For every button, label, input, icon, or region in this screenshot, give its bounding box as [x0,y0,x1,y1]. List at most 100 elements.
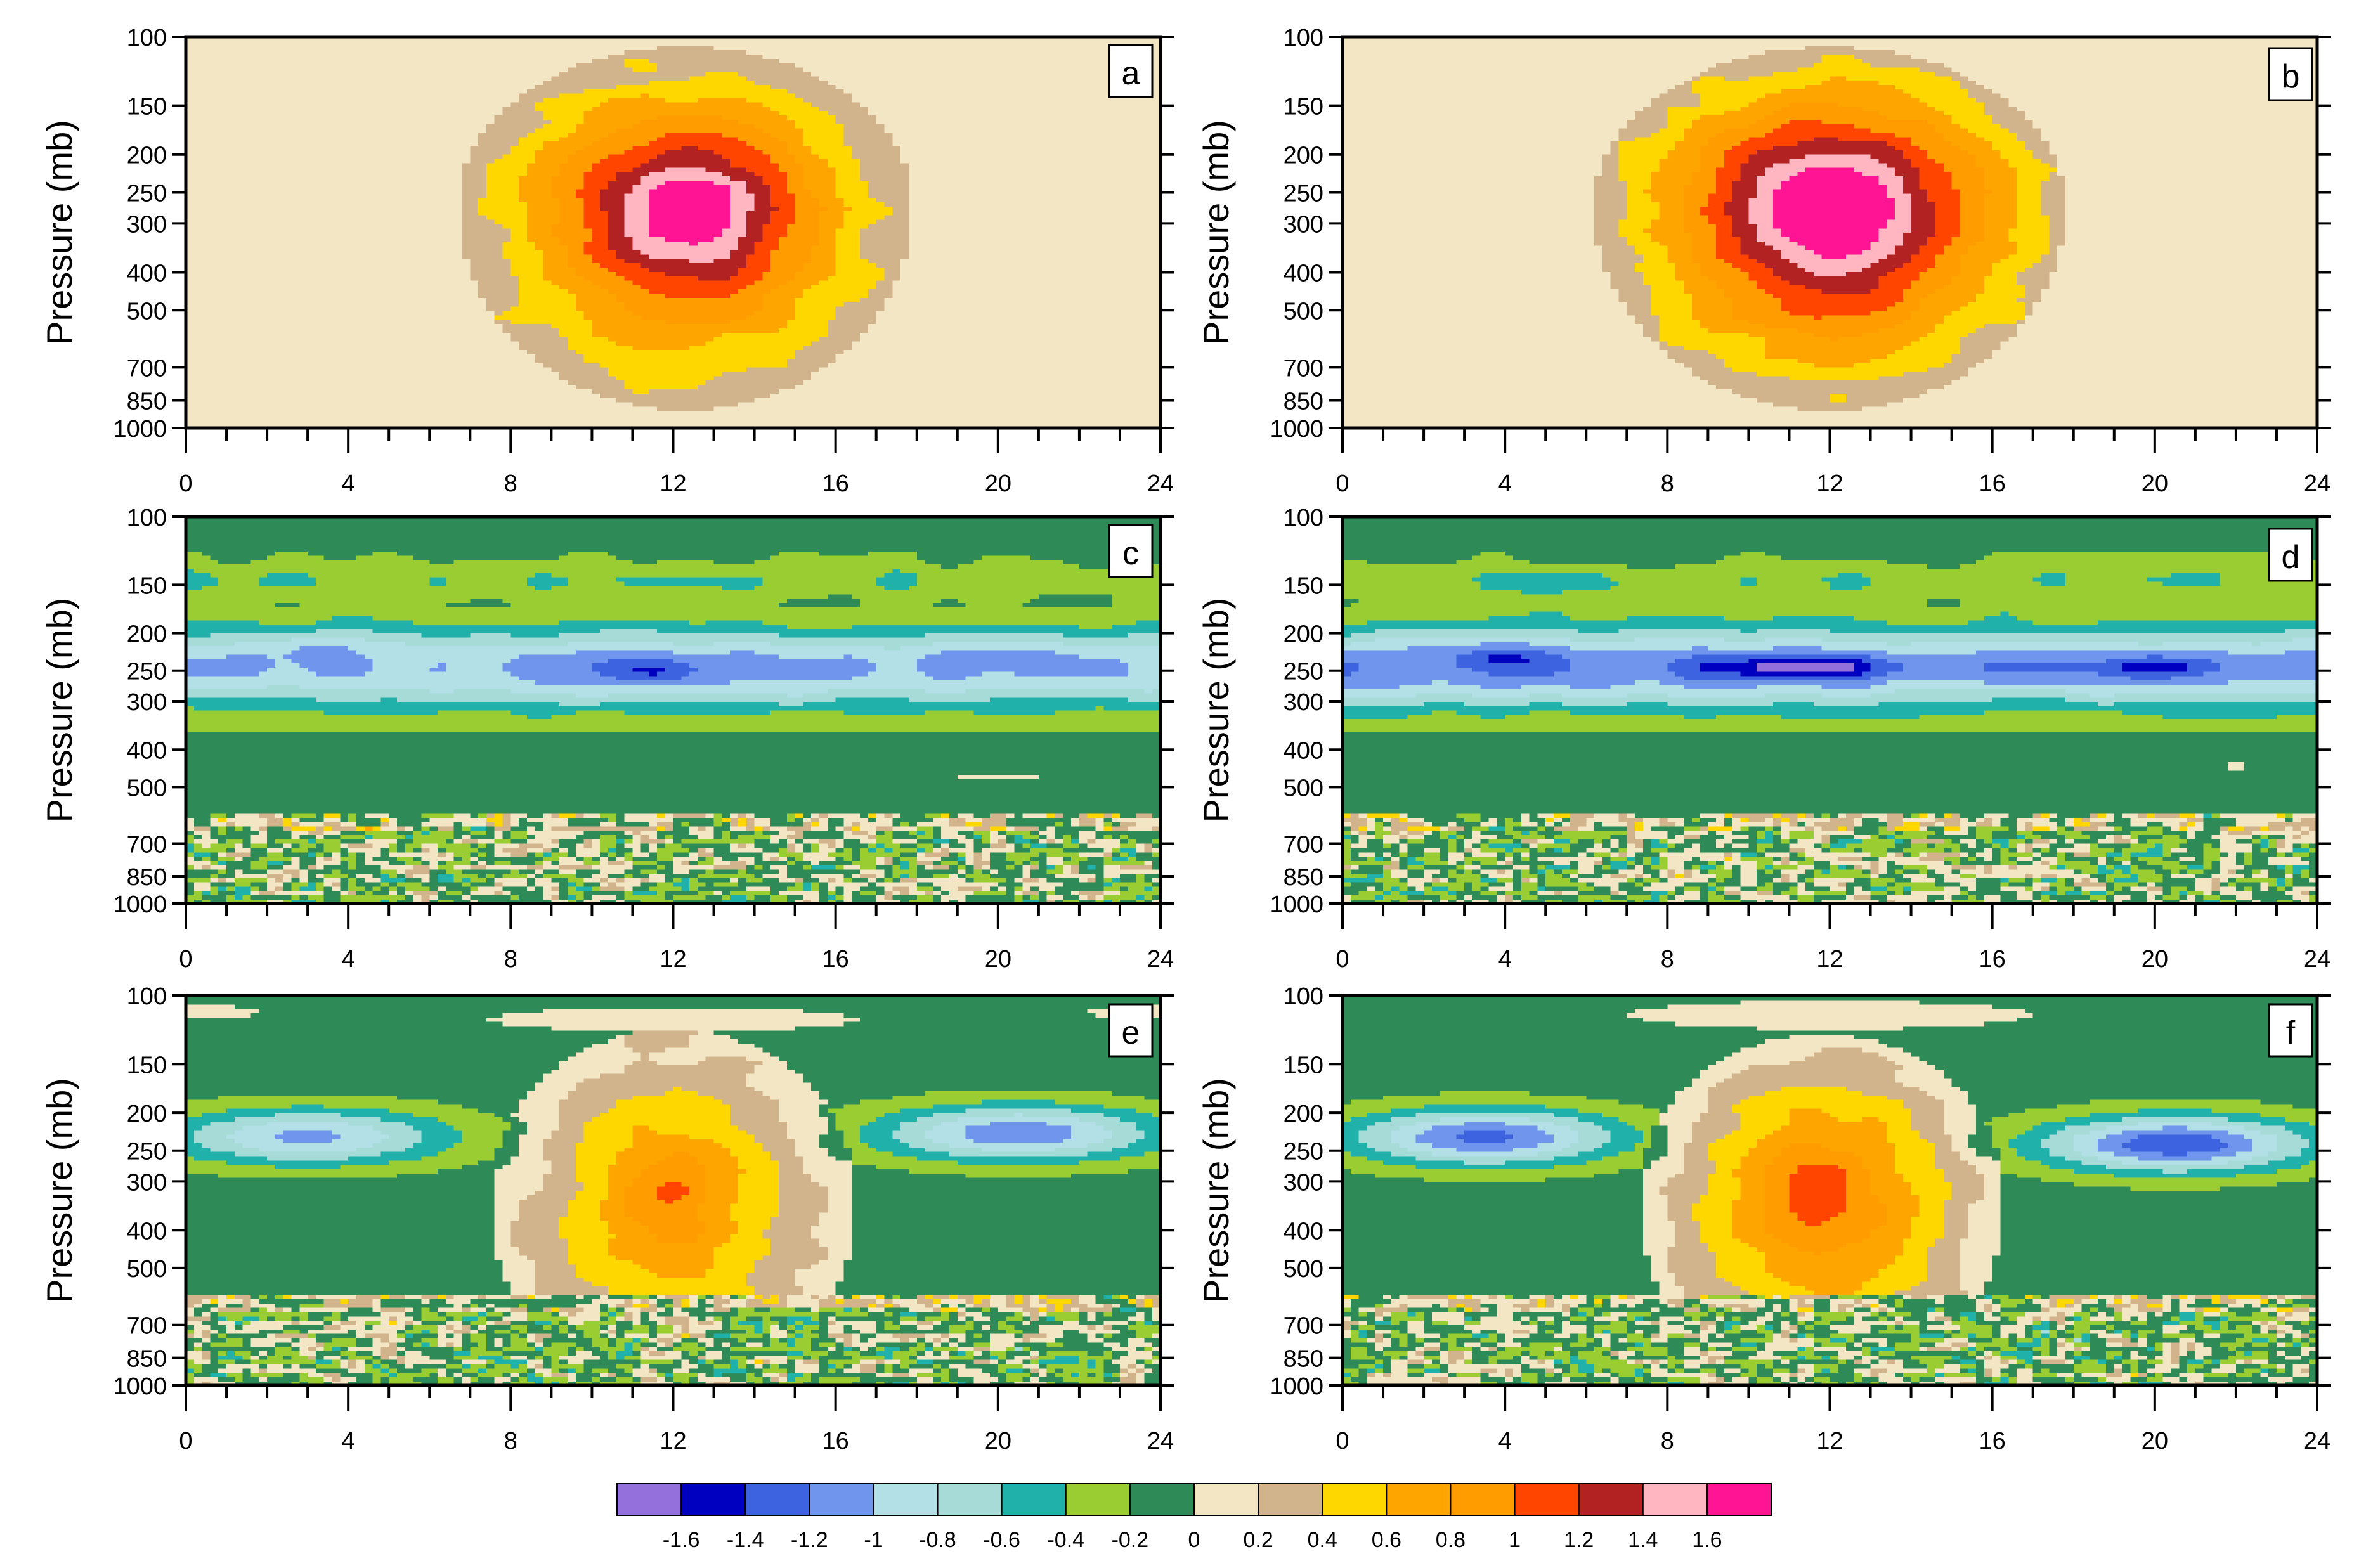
field-cell [275,415,283,419]
field-cell [365,402,373,406]
field-cell [625,402,633,406]
field-cell [892,411,900,415]
field-cell [746,419,755,424]
field-cell [250,411,259,415]
field-cell [576,419,584,424]
field-cell [876,402,885,406]
field-cell [535,402,543,406]
field-cell [811,419,819,424]
field-cell [429,419,438,424]
field-cell [413,411,422,415]
field-cell [413,402,422,406]
field-cell [389,398,397,402]
field-cell [470,406,478,411]
field-cell [600,406,608,411]
field-cell [348,406,356,411]
field-cell [600,398,608,402]
field-cell [892,419,900,424]
field-cell [868,415,876,419]
field-cell [478,398,486,402]
field-cell [657,406,665,411]
field-cell [397,411,405,415]
field-cell [1006,419,1015,424]
field-cell [389,419,397,424]
field-cell [779,402,787,406]
field-cell [852,411,860,415]
field-cell [917,406,925,411]
field-cell [1136,419,1145,424]
field-cell [665,411,673,415]
field-cell [218,411,226,415]
field-cell [340,415,348,419]
field-cell [275,411,283,415]
field-cell [941,406,949,411]
field-cell [1071,402,1079,406]
field-cell [316,398,324,402]
field-cell [714,402,722,406]
field-cell [819,402,828,406]
field-cell [551,411,559,415]
field-cell [706,419,714,424]
field-cell [543,419,552,424]
field-cell [243,415,251,419]
field-cell [600,402,608,406]
field-cell [543,402,552,406]
field-cell [1030,402,1039,406]
field-cell [770,411,779,415]
field-cell [608,398,616,402]
field-cell [1120,402,1128,406]
field-cell [267,398,275,402]
field-cell [1014,406,1022,411]
field-cell [519,411,527,415]
field-cell [738,419,746,424]
field-cell [625,411,633,415]
field-cell [779,415,787,419]
field-cell [600,411,608,415]
field-cell [373,419,381,424]
field-cell [332,402,341,406]
field-cell [202,411,211,415]
field-cell [933,406,941,411]
field-cell [973,419,982,424]
field-cell [283,402,292,406]
field-cell [941,419,949,424]
field-cell [446,398,454,402]
field-cell [608,406,616,411]
field-cell [803,411,811,415]
field-cell [292,419,300,424]
field-cell [714,419,722,424]
field-cell [616,406,625,411]
field-cell [535,415,543,419]
field-cell [600,419,608,424]
field-cell [510,402,519,406]
field-cell [958,406,966,411]
field-cell [226,415,235,419]
field-cell [283,406,292,411]
field-cell [380,406,389,411]
field-cell [397,415,405,419]
field-cell [543,406,552,411]
field-cell [380,398,389,402]
field-cell [267,415,275,419]
field-cell [218,398,226,402]
field-cell [828,411,836,415]
field-cell [917,402,925,406]
field-cell [267,402,275,406]
field-cell [584,402,592,406]
field-cell [990,411,998,415]
field-cell [868,402,876,406]
field-cell [1039,419,1047,424]
field-cell [495,402,503,406]
field-cell [811,411,819,415]
field-cell [340,402,348,406]
field-cell [616,398,625,402]
field-cell [397,419,405,424]
field-cell [218,406,226,411]
field-cell [1128,402,1136,406]
field-cell [454,398,462,402]
field-cell [738,411,746,415]
field-cell [973,411,982,415]
field-cell [495,411,503,415]
field-cell [836,419,844,424]
field-cell [1103,415,1112,419]
